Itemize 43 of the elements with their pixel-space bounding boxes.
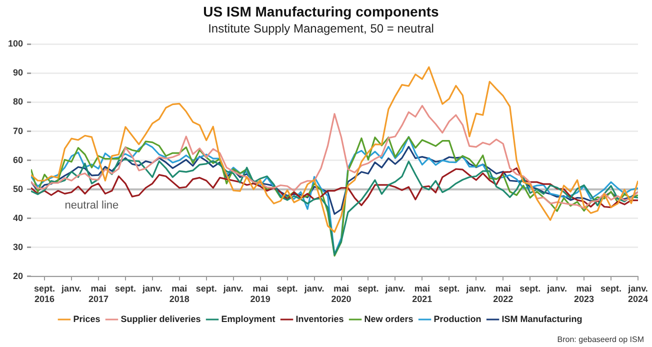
x-tick-label: sept. (600, 283, 622, 294)
x-tick-label: janv. 2024 (627, 283, 648, 304)
text: Bron: gebaseerd op ISM (557, 335, 644, 344)
y-tick-label: 60 (13, 154, 24, 165)
x-tick-label: mai 2022 (493, 283, 514, 304)
x-tick-label: janv. (546, 283, 567, 294)
y-tick-label: 100 (8, 38, 24, 49)
chart-subtitle: Institute Supply Management, 50 = neutral (208, 21, 434, 36)
x-tick-label: mai 2017 (88, 283, 108, 304)
legend-label: Production (434, 314, 482, 324)
legend-label: Prices (73, 314, 100, 324)
x-tick-label: sept. (358, 283, 379, 294)
x-tick-label: mai 2023 (574, 283, 594, 304)
x-tick-label: mai 2018 (169, 283, 190, 304)
y-tick-label: 40 (13, 212, 24, 223)
y-tick-label: 70 (13, 126, 24, 136)
x-tick-label: sept. (520, 283, 541, 294)
x-tick-label: mai 2019 (250, 283, 270, 304)
legend-label: New orders (364, 314, 414, 324)
y-tick-label: 80 (13, 96, 24, 107)
x-tick-label: janv. (222, 283, 244, 294)
y-tick-label: 50 (13, 184, 24, 194)
legend-label: ISM Manufacturing (502, 314, 582, 324)
x-tick-label: sept. (196, 283, 217, 294)
x-tick-label: janv. (465, 283, 486, 294)
x-tick-label: sept. 2016 (34, 283, 56, 304)
x-tick-label: mai 2020 (331, 283, 352, 304)
legend-label: Supplier deliveries (120, 314, 201, 324)
y-tick-label: 30 (13, 242, 24, 252)
legend-label: Employment (221, 314, 276, 324)
x-tick-label: janv. (384, 283, 406, 294)
legend-label: Inventories (296, 314, 344, 324)
x-tick-label: sept. (438, 283, 460, 294)
chart-title: US ISM Manufacturing components (203, 3, 440, 20)
x-tick-label: janv. (141, 283, 162, 294)
y-tick-label: 90 (13, 68, 24, 78)
y-tick-label: 20 (13, 270, 24, 281)
x-tick-label: sept. (114, 283, 136, 294)
ref-line-label: neutral line (64, 199, 119, 212)
x-tick-label: janv. (303, 283, 324, 294)
x-tick-label: sept. (276, 283, 298, 294)
x-tick-label: janv. (60, 283, 82, 294)
x-tick-label: mai 2021 (412, 283, 432, 304)
